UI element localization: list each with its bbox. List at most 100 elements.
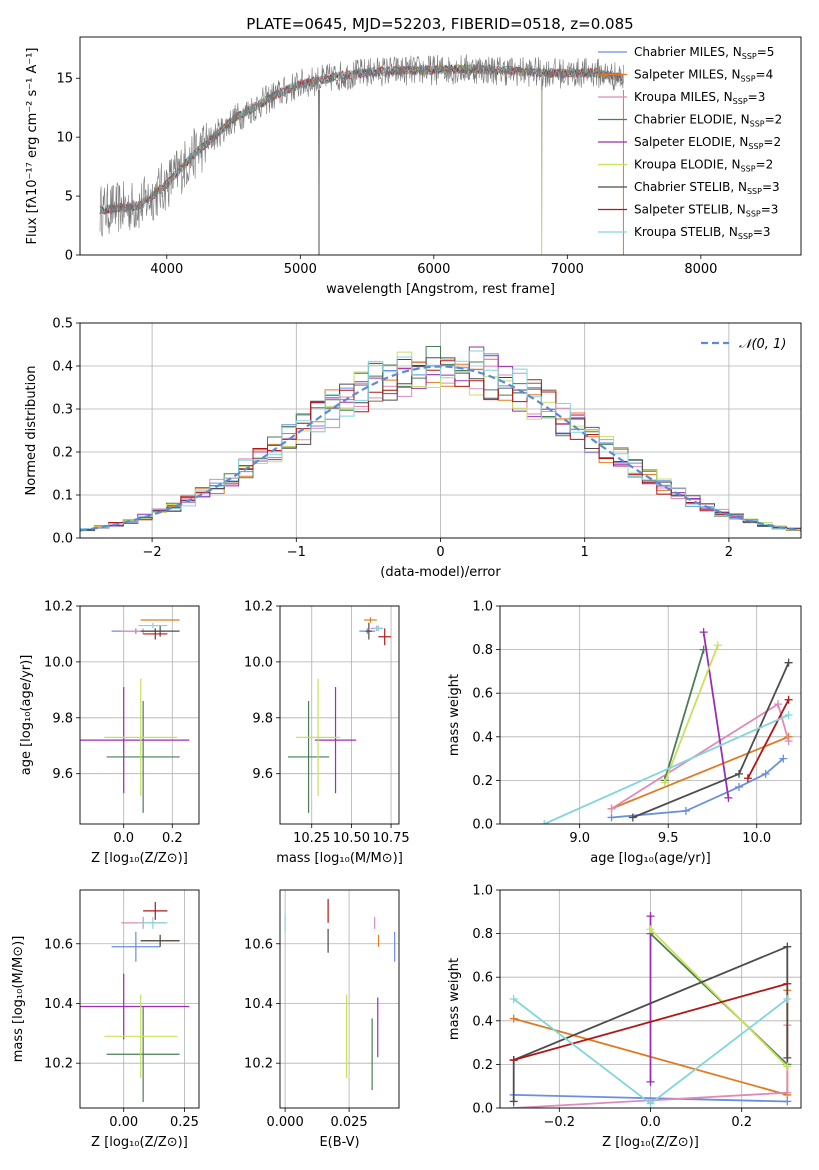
plot-area [287, 617, 392, 813]
data-point [646, 1099, 655, 1108]
data-point [646, 912, 655, 921]
legend-subscript: SSP [742, 52, 757, 61]
data-point [509, 995, 518, 1003]
model-spectrum-kroupa-miles [99, 64, 624, 215]
data-point [509, 1056, 518, 1065]
series-salpeter-elodie [646, 912, 655, 1086]
data-point [607, 804, 616, 813]
data-spectrum [99, 54, 624, 255]
plot-area [80, 346, 801, 532]
plot-area [284, 898, 396, 1091]
legend-spectrum: Chabrier MILES, NSSP=5 Salpeter MILES, NS… [598, 45, 782, 241]
errorbar-chabrier-stelib [140, 934, 180, 947]
legend-nssp: =3 [762, 180, 780, 194]
plot-area [509, 912, 792, 1108]
data-point [783, 995, 792, 1003]
axes: 10.25 10.50 10.75 9.6 9.8 10.0 10.2 mass [log₁₀… [244, 600, 410, 867]
data-point [607, 813, 616, 822]
x-axis-label: Z [log₁₀(Z/Z⊙)] [91, 1135, 188, 1150]
y-tick-label: 10.6 [244, 937, 273, 952]
legend-nssp: =2 [765, 113, 783, 127]
data-point [784, 658, 793, 667]
axes: 0.00 0.25 10.2 10.4 10.6 Z [log₁₀(Z/Z⊙)] mass … [11, 889, 200, 1150]
errorbar-chabrier-elodie [287, 701, 330, 813]
x-axis-label: (data-model)/error [380, 565, 501, 580]
plot-area [80, 901, 190, 1103]
series-line [611, 735, 789, 810]
data-point [783, 979, 792, 988]
data-point [784, 695, 793, 704]
series-salpeter-stelib [509, 979, 792, 1065]
y-tick-label: 10 [56, 131, 73, 146]
x-tick-label: 0 [436, 545, 444, 560]
errorbar-kroupa-stelib [138, 916, 168, 929]
y-tick-label: 0.0 [52, 532, 73, 547]
axes-frame [79, 889, 200, 1109]
axes: 9.0 9.5 10.0 0.0 0.2 0.4 0.6 0.8 1.0 age [log₁₀(a… [447, 600, 802, 866]
series-line [513, 982, 788, 1061]
y-tick-label: 5 [65, 190, 73, 205]
model-spectrum-salpeter-elodie [99, 64, 624, 215]
legend-hist: 𝒩(0, 1) [701, 337, 786, 352]
axes-frame [499, 605, 802, 825]
axes: −0.2 0.0 0.2 0.0 0.2 0.4 0.6 0.8 1.0 Z [log₁₀(Z/Z… [447, 884, 802, 1150]
legend-subscript: SSP [746, 210, 761, 219]
series-line [513, 1094, 788, 1103]
x-tick-label: 0.00 [109, 1115, 138, 1130]
series-line [747, 699, 790, 779]
axes-frame [79, 605, 200, 825]
histogram-kroupa-stelib [80, 350, 801, 530]
legend-subscript: SSP [750, 120, 765, 129]
legend-subscript: SSP [733, 97, 748, 106]
legend-nssp: =3 [761, 203, 779, 217]
errorbar-chabrier-stelib [140, 625, 180, 637]
y-axis-label: Normed distribution [24, 366, 39, 496]
plot-area [540, 628, 793, 824]
y-axis-label: mass weight [447, 958, 462, 1040]
model-spectrum-kroupa-stelib [99, 64, 624, 214]
panel-spectrum: 4000 5000 6000 7000 8000 0 5 10 15 wavelength [An… [25, 36, 802, 297]
data-point [646, 925, 655, 934]
legend-entry: Salpeter MILES, NSSP=4 [634, 68, 773, 84]
series-line [663, 649, 705, 781]
errorbar-salpeter-stelib [378, 628, 392, 646]
errorbar-chabrier-elodie [106, 1006, 180, 1103]
data-point [509, 1014, 518, 1023]
y-axis-label: mass [log₁₀(M/M⊙)] [11, 936, 26, 1063]
page-title: PLATE=0645, MJD=52203, FIBERID=0518, z=0… [246, 15, 633, 33]
grid [80, 890, 199, 1108]
series-chabrier-miles [607, 754, 788, 822]
errorbar-salpeter-stelib [143, 901, 168, 920]
data-point [735, 769, 744, 778]
legend-entry: Chabrier ELODIE, NSSP=2 [634, 113, 782, 129]
data-point [540, 820, 549, 824]
legend-nssp: =3 [753, 225, 771, 239]
data-point [783, 1088, 792, 1097]
y-tick-label: 9.6 [252, 767, 273, 782]
y-tick-label: 10.6 [44, 937, 73, 952]
errorbar-kroupa-elodie [104, 678, 178, 797]
model-spectrum-chabrier-elodie [99, 63, 624, 214]
y-tick-label: 10.4 [44, 997, 73, 1012]
errorbar-chabrier-stelib [365, 622, 373, 640]
model-spectrum-chabrier-miles [99, 64, 624, 215]
data-point [660, 778, 669, 787]
data-point [699, 628, 708, 637]
x-tick-label: −2 [143, 545, 162, 560]
data-point [773, 700, 782, 709]
legend-entry: Chabrier MILES, NSSP=5 [634, 45, 774, 61]
plot-area [80, 619, 190, 813]
legend-subscript: SSP [738, 232, 753, 241]
axes: 0.000 0.025 10.2 10.4 10.6 E(B-V) [244, 889, 400, 1150]
data-point [761, 769, 770, 778]
y-tick-label: 0.0 [472, 1102, 493, 1117]
errorbar-salpeter-elodie [80, 973, 190, 1040]
data-point [783, 1053, 792, 1062]
legend-entry: Kroupa MILES, NSSP=3 [634, 90, 765, 106]
legend-entry: Kroupa ELODIE, NSSP=2 [634, 158, 773, 174]
x-tick-label: 0.25 [170, 1115, 199, 1130]
y-tick-label: 0.6 [472, 687, 493, 702]
panel-age_vs_mass: 10.25 10.50 10.75 9.6 9.8 10.0 10.2 mass [log₁₀… [244, 600, 410, 867]
normal-curve [80, 365, 801, 532]
series-salpeter-elodie [699, 628, 733, 802]
